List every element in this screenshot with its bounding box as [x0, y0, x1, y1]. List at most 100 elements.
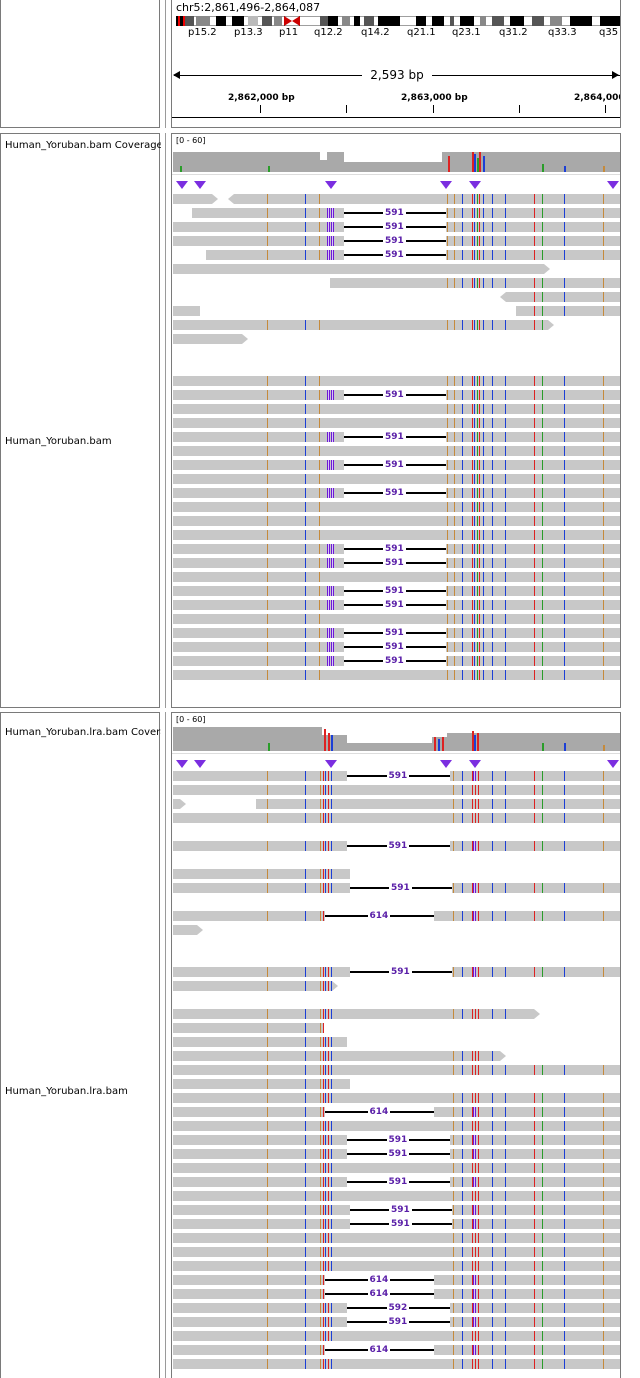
- mismatch-mark: [472, 376, 473, 386]
- mismatch-mark: [492, 1289, 493, 1299]
- mismatch-mark: [603, 516, 604, 526]
- mismatch-mark: [534, 799, 535, 809]
- mismatch-mark: [479, 502, 480, 512]
- lra-alignment-track-name[interactable]: Human_Yoruban.lra.bam: [5, 1086, 128, 1097]
- mismatch-mark: [305, 1051, 306, 1061]
- mismatch-mark: [474, 656, 475, 666]
- data-panel-2[interactable]: [0 - 60] 591 591 591 614 591 614 591 591 591 591 5…: [171, 712, 621, 1378]
- alignment-read: [173, 981, 338, 991]
- mismatch-mark: [477, 502, 478, 512]
- mismatch-mark: [323, 1149, 324, 1159]
- mismatch-mark: [542, 474, 543, 484]
- alignment-read: [452, 967, 620, 977]
- track-separator: [172, 174, 620, 175]
- mismatch-mark: [505, 1289, 506, 1299]
- mismatch-mark: [542, 488, 543, 498]
- mismatch-mark: [472, 799, 473, 809]
- mismatch-mark: [462, 841, 463, 851]
- mismatch-mark: [305, 1331, 306, 1341]
- mismatch-mark: [305, 544, 306, 554]
- mismatch-mark: [453, 1219, 454, 1229]
- mismatch-mark: [305, 1065, 306, 1075]
- mismatch-mark: [267, 194, 268, 204]
- mismatch-mark: [305, 1219, 306, 1229]
- mismatch-mark: [331, 869, 332, 879]
- coverage-bar: [344, 162, 442, 172]
- divider[interactable]: [165, 712, 166, 1378]
- divider[interactable]: [165, 0, 166, 128]
- mismatch-mark: [492, 194, 493, 204]
- mismatch-mark: [331, 1177, 332, 1187]
- mismatch-mark: [483, 488, 484, 498]
- alignment-read: [173, 1275, 325, 1285]
- mismatch-mark: [472, 544, 473, 554]
- mismatch-mark: [542, 1177, 543, 1187]
- mismatch-mark: [319, 404, 320, 414]
- alignment-read: [173, 785, 620, 795]
- mismatch-mark: [603, 1135, 604, 1145]
- mismatch-mark: [478, 883, 479, 893]
- mismatch-mark: [462, 460, 463, 470]
- lra-coverage-track-name[interactable]: Human_Yoruban.lra.bam Coverage: [5, 727, 161, 738]
- mismatch-mark: [542, 208, 543, 218]
- mismatch-mark: [325, 1079, 326, 1089]
- mismatch-mark: [325, 967, 326, 977]
- mismatch-mark: [319, 586, 320, 596]
- mismatch-mark: [267, 1247, 268, 1257]
- mismatch-mark: [328, 1331, 329, 1341]
- mismatch-mark: [325, 799, 326, 809]
- mismatch-mark: [534, 474, 535, 484]
- mismatch-mark: [462, 813, 463, 823]
- mismatch-mark: [534, 967, 535, 977]
- alignment-read: [173, 1233, 620, 1243]
- mismatch-mark: [328, 869, 329, 879]
- alignment-track-name[interactable]: Human_Yoruban.bam: [5, 436, 112, 447]
- mismatch-mark: [534, 306, 535, 316]
- mismatch-mark: [319, 488, 320, 498]
- mismatch-mark: [331, 785, 332, 795]
- mismatch-mark: [492, 544, 493, 554]
- mismatch-mark: [462, 502, 463, 512]
- alignment-read: [500, 292, 620, 302]
- coverage-track[interactable]: [172, 134, 620, 174]
- chromosome-ideogram[interactable]: [176, 16, 620, 26]
- alignment-track[interactable]: 591 591 591 614 591 614 591 591 591 591 591 614 614 5…: [172, 755, 620, 1378]
- mismatch-mark: [453, 1317, 454, 1327]
- coverage-track-name[interactable]: Human_Yoruban.bam Coverage: [5, 140, 161, 151]
- deletion-label: 591: [383, 600, 406, 610]
- alignment-read: [173, 194, 218, 204]
- mismatch-mark: [305, 1303, 306, 1313]
- insertion-bar: [331, 432, 334, 442]
- mismatch-mark: [320, 813, 321, 823]
- mismatch-mark: [320, 981, 321, 991]
- mismatch-mark: [462, 642, 463, 652]
- mismatch-mark: [472, 460, 473, 470]
- coverage-track[interactable]: [172, 713, 620, 753]
- mismatch-mark: [453, 1205, 454, 1215]
- alignment-read: [173, 1261, 620, 1271]
- deletion-label: 591: [389, 1219, 412, 1229]
- mismatch-mark: [462, 418, 463, 428]
- divider[interactable]: [165, 133, 166, 708]
- insertion-icon: [325, 760, 337, 768]
- mismatch-mark: [492, 1331, 493, 1341]
- mismatch-mark: [505, 558, 506, 568]
- mismatch-mark: [325, 1009, 326, 1019]
- alignment-read: [173, 1037, 347, 1047]
- mismatch-mark: [267, 642, 268, 652]
- mismatch-mark: [475, 1331, 476, 1341]
- mismatch-mark: [305, 376, 306, 386]
- alignment-read: [173, 1331, 620, 1341]
- alignment-read: [450, 1149, 620, 1159]
- alignment-track[interactable]: 591 591 591 591 591 591 591 591 591 591 591 591 591 5…: [172, 176, 620, 707]
- mismatch-mark: [477, 236, 478, 246]
- mismatch-mark: [447, 208, 448, 218]
- mismatch-mark: [505, 1247, 506, 1257]
- mismatch-mark: [492, 1065, 493, 1075]
- data-panel-1[interactable]: [0 - 60] 591 591 591 591 591 591 591 591 591 591 5…: [171, 133, 621, 708]
- ruler-tick-label: 2,864,000: [574, 93, 621, 103]
- mismatch-mark: [447, 628, 448, 638]
- mismatch-mark: [447, 376, 448, 386]
- mismatch-mark: [483, 432, 484, 442]
- mismatch-mark: [319, 600, 320, 610]
